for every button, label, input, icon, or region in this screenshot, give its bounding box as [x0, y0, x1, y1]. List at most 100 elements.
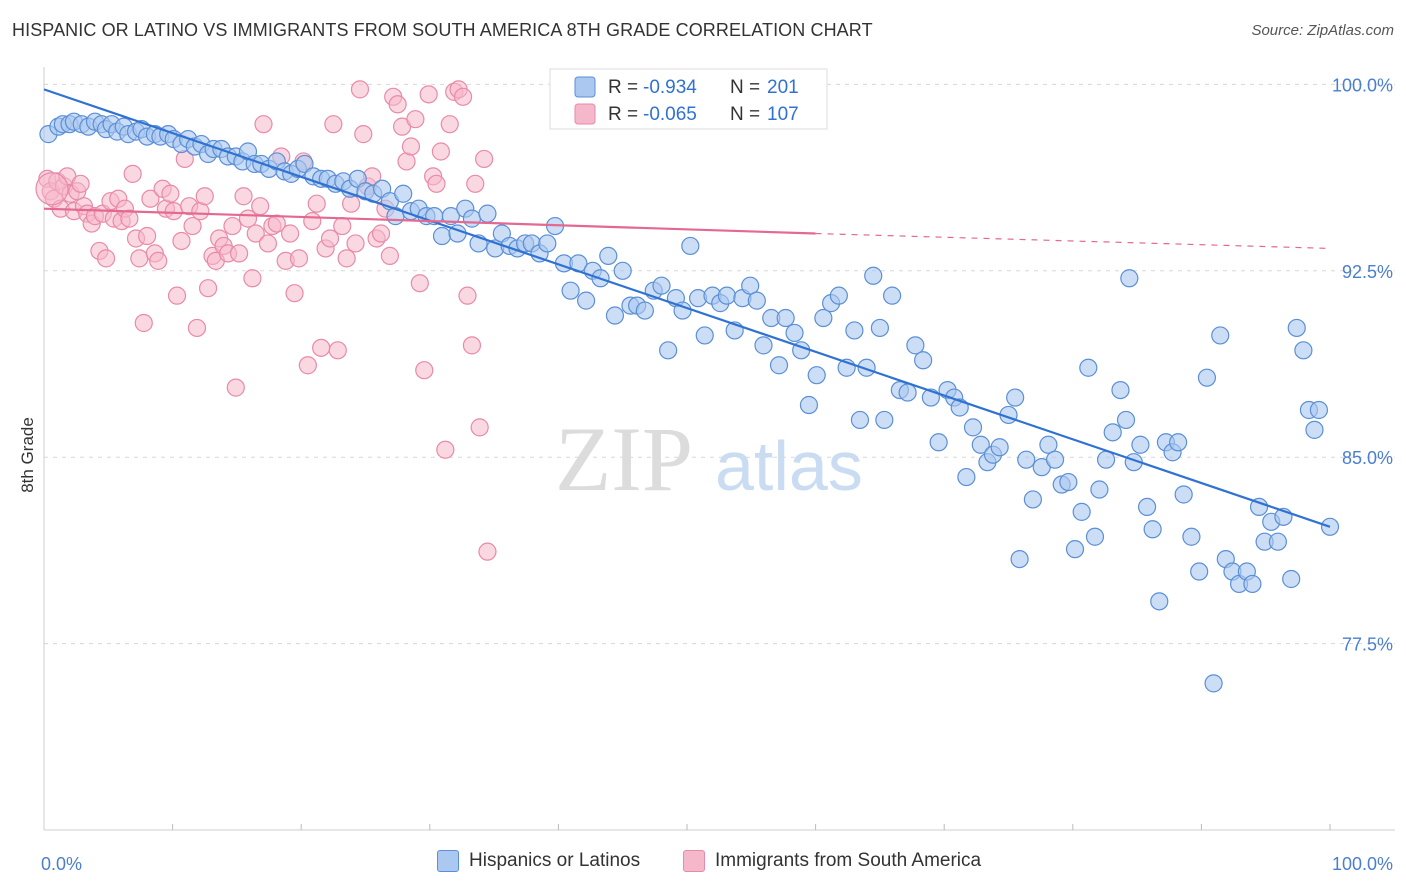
immigrants-point: [337, 249, 356, 268]
hispanics-point: [747, 291, 766, 310]
immigrants-point: [406, 110, 425, 129]
immigrants-point: [243, 269, 262, 288]
hispanics-point: [914, 351, 933, 370]
hispanics-point: [605, 306, 625, 325]
hispanics-point: [906, 336, 925, 355]
immigrants-point: [436, 440, 455, 459]
immigrants-point: [226, 378, 245, 397]
immigrants-point: [388, 95, 407, 114]
trend-lines: [43, 88, 1331, 528]
hispanics-point: [1079, 358, 1098, 377]
immigrants-point: [164, 202, 183, 221]
hispanics-point: [1116, 410, 1136, 430]
legend-n-label: N =: [730, 77, 760, 98]
hispanics-point: [1287, 318, 1306, 338]
hispanics-point: [717, 286, 737, 305]
immigrants-point: [303, 211, 322, 231]
legend-swatch-blue: [574, 76, 596, 98]
hispanics-point: [1059, 472, 1078, 492]
hispanics-point: [599, 246, 618, 265]
legend-label-immigrants: Immigrants from South America: [715, 850, 982, 871]
immigrants-point: [350, 80, 370, 99]
hispanics-point: [1010, 549, 1029, 569]
immigrants-point: [281, 224, 300, 243]
immigrants-point: [440, 115, 459, 134]
hispanics-point: [1211, 326, 1230, 345]
legend-n-label: N =: [730, 104, 760, 125]
hispanics-point: [659, 341, 678, 360]
legend-label-hispanics: Hispanics or Latinos: [469, 850, 641, 871]
immigrants-point: [415, 361, 434, 380]
bottom-legend: Hispanics or Latinos Immigrants from Sou…: [0, 850, 1406, 878]
hispanics-point: [695, 326, 714, 345]
hispanics-point: [1085, 527, 1105, 546]
immigrants-point: [307, 194, 326, 213]
legend-frame: [549, 68, 828, 130]
hispanics-point: [1103, 423, 1122, 442]
hispanics-point: [785, 323, 804, 343]
legend-r-value: -0.934: [643, 77, 697, 98]
hispanics-point: [741, 276, 760, 295]
hispanics-point: [776, 308, 795, 328]
immigrants-point: [466, 174, 485, 193]
watermark-zip: ZIP: [555, 408, 693, 510]
hispanics-point: [1204, 674, 1223, 693]
hispanics-point: [845, 321, 864, 340]
legend-swatch-blue: [437, 850, 459, 872]
watermark-atlas: atlas: [715, 427, 863, 505]
hispanics-point: [957, 467, 976, 487]
immigrants-point: [234, 187, 253, 206]
legend-item-immigrants: Immigrants from South America: [683, 850, 981, 872]
immigrants-point: [328, 341, 347, 360]
hispanics-point: [681, 236, 700, 256]
hispanics-point: [929, 433, 948, 452]
hispanics-point: [1243, 574, 1262, 594]
hispanics-point: [652, 276, 671, 295]
hispanics-point: [1249, 497, 1269, 517]
immigrants-point: [71, 174, 90, 193]
hispanics-trend-line: [43, 88, 1331, 528]
hispanics-point: [875, 410, 894, 430]
immigrants-point: [470, 418, 489, 437]
immigrants-point: [289, 249, 309, 268]
legend-r-label: R =: [608, 104, 638, 125]
series-hispanics-points: [39, 112, 1340, 693]
immigrants-point: [410, 274, 429, 293]
immigrants-point: [130, 249, 149, 268]
x-tick-label: 100.0%: [1332, 854, 1393, 874]
hispanics-point: [1023, 490, 1042, 509]
hispanics-point: [1268, 532, 1287, 551]
hispanics-point: [850, 410, 870, 430]
immigrants-point: [312, 338, 331, 357]
immigrants-point: [183, 216, 202, 236]
hispanics-point: [882, 286, 902, 305]
hispanics-point: [635, 301, 654, 320]
immigrants-point: [195, 187, 214, 206]
legend-r-label: R =: [608, 77, 638, 98]
hispanics-point: [754, 336, 773, 355]
immigrants-point: [161, 184, 180, 203]
hispanics-point: [864, 266, 883, 285]
legend-item-hispanics: Hispanics or Latinos: [437, 850, 640, 872]
x-tick-label: 0.0%: [41, 854, 82, 874]
legend-r-value: -0.065: [643, 104, 697, 125]
y-tick-label: 100.0%: [1332, 75, 1393, 95]
immigrants-point: [35, 172, 69, 206]
hispanics-point: [1045, 450, 1065, 469]
immigrants-point: [324, 115, 343, 134]
immigrants-point: [354, 125, 373, 144]
hispanics-point: [829, 286, 848, 305]
immigrants-point: [478, 542, 497, 561]
hispanics-point: [1090, 480, 1109, 499]
immigrants-point: [475, 149, 494, 169]
hispanics-point: [1150, 592, 1169, 611]
hispanics-point: [807, 366, 826, 385]
hispanics-point: [577, 291, 596, 310]
hispanics-point: [963, 418, 983, 437]
hispanics-point: [870, 318, 890, 338]
hispanics-point: [1072, 502, 1091, 521]
immigrants-point: [138, 226, 157, 246]
watermark: ZIP atlas: [555, 408, 863, 510]
y-tick-label: 92.5%: [1342, 262, 1393, 282]
hispanics-point: [1017, 450, 1036, 469]
